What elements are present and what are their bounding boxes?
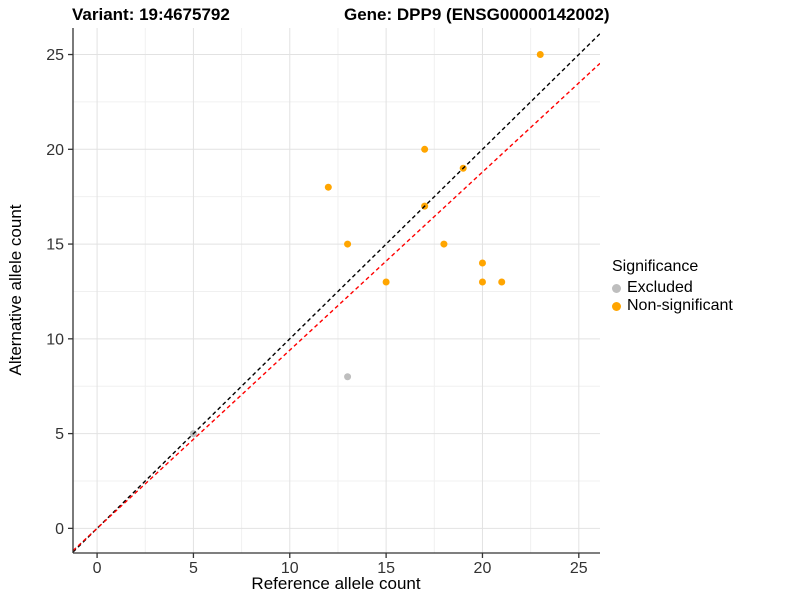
data-point-non-significant xyxy=(344,240,352,248)
x-tick-label: 25 xyxy=(570,560,588,577)
y-tick-label: 10 xyxy=(46,331,64,348)
y-tick-label: 15 xyxy=(46,237,64,254)
x-axis-title: Reference allele count xyxy=(251,574,421,593)
y-tick-label: 25 xyxy=(46,47,64,64)
y-tick-label: 20 xyxy=(46,142,64,159)
x-tick-label: 10 xyxy=(281,560,299,577)
identity-line xyxy=(73,33,600,553)
excluded-point-swatch xyxy=(612,283,621,293)
y-axis-title: Alternative allele count xyxy=(6,204,25,376)
fitted-ratio-line xyxy=(73,62,600,552)
non-significant-point-swatch xyxy=(612,301,621,311)
x-tick-label: 20 xyxy=(474,560,492,577)
data-point-non-significant xyxy=(478,259,486,267)
data-point-non-significant xyxy=(536,51,544,59)
data-point-excluded xyxy=(344,373,352,381)
x-tick-label: 15 xyxy=(377,560,395,577)
x-tick-label: 0 xyxy=(93,560,102,577)
y-tick-label: 0 xyxy=(55,521,64,538)
legend: Significance Excluded Non-significant xyxy=(612,258,733,315)
ablines-layer xyxy=(73,33,600,553)
data-point-non-significant xyxy=(382,278,390,286)
data-point-non-significant xyxy=(324,183,332,191)
gene-title: Gene: DPP9 (ENSG00000142002) xyxy=(344,5,610,24)
data-point-non-significant xyxy=(498,278,506,286)
data-point-non-significant xyxy=(440,240,448,248)
variant-title: Variant: 19:4675792 xyxy=(72,5,230,24)
data-point-non-significant xyxy=(421,145,429,153)
legend-item-label: Non-significant xyxy=(627,297,733,314)
legend-title: Significance xyxy=(612,258,699,275)
y-tick-label: 5 xyxy=(55,426,64,443)
legend-item-non-significant: Non-significant xyxy=(612,297,733,315)
data-point-non-significant xyxy=(478,278,486,286)
legend-item-excluded: Excluded xyxy=(612,279,733,297)
x-tick-label: 5 xyxy=(189,560,198,577)
legend-item-label: Excluded xyxy=(627,279,693,296)
